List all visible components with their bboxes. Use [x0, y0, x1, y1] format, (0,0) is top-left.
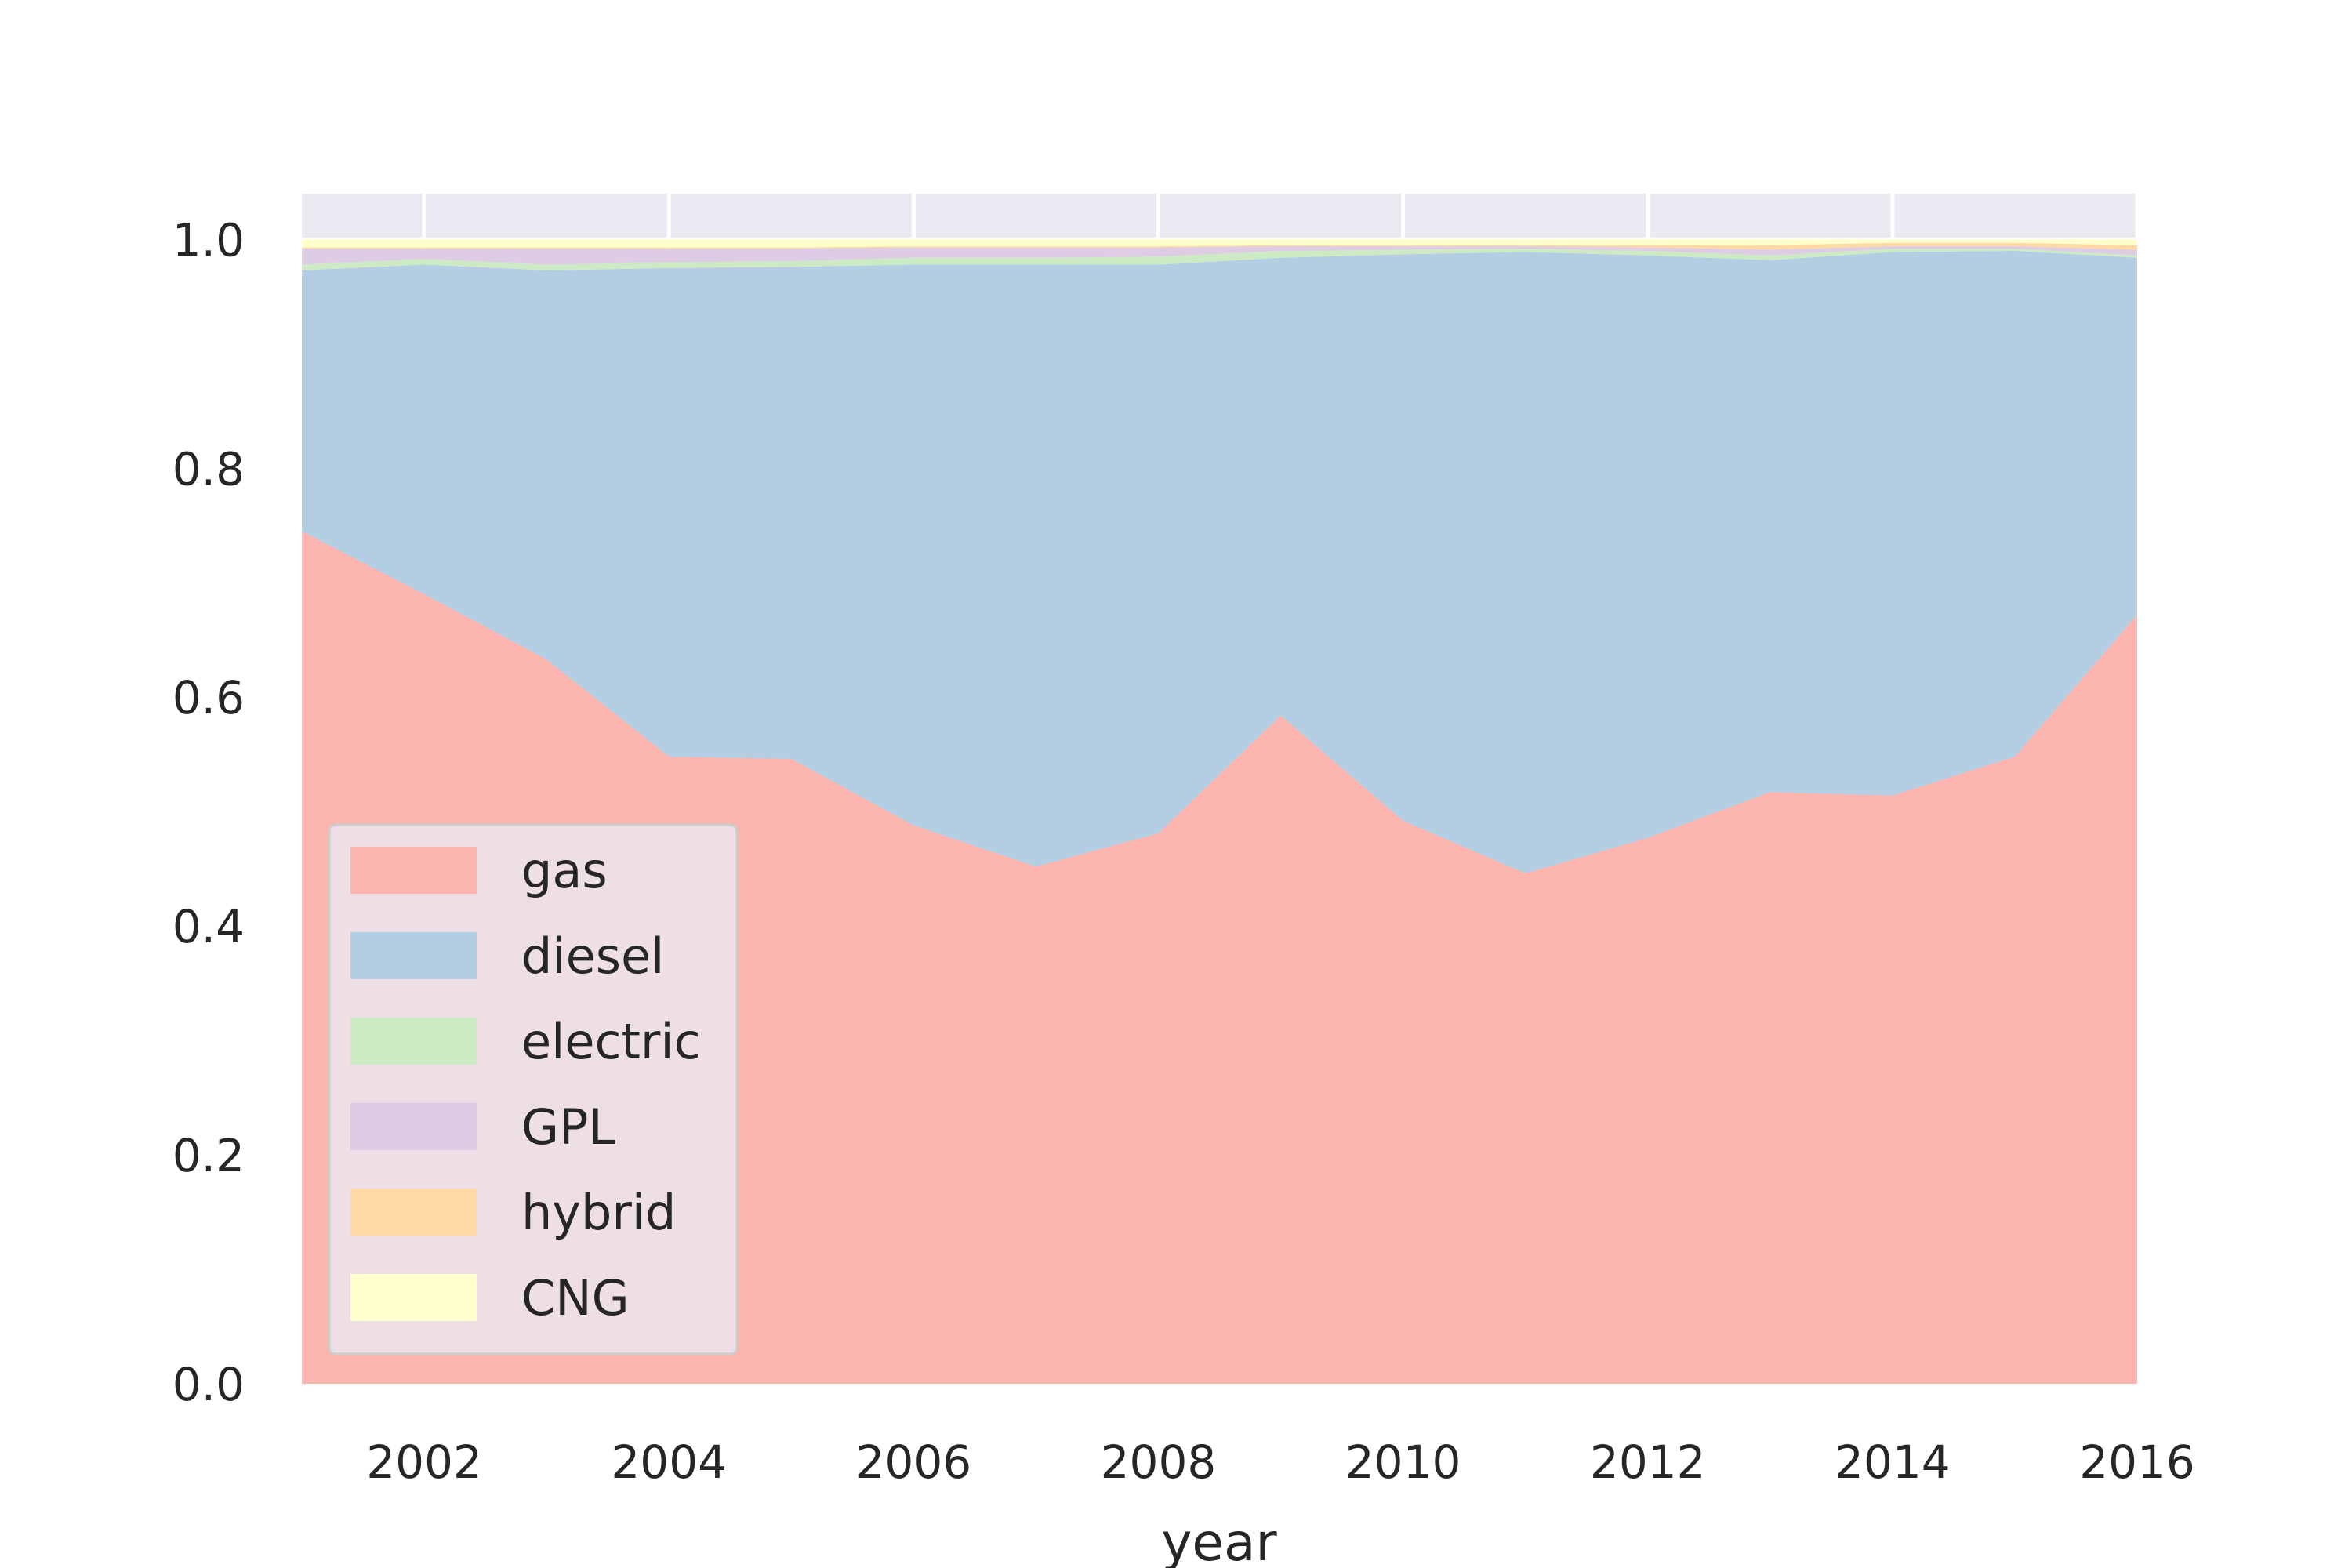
legend-swatch-hybrid — [350, 1189, 477, 1236]
x-tick-label: 2006 — [856, 1436, 972, 1489]
area-cng — [302, 239, 2137, 248]
legend-label-hybrid: hybrid — [521, 1184, 676, 1241]
legend-swatch-cng — [350, 1274, 477, 1321]
legend-swatch-gpl — [350, 1103, 477, 1150]
legend-label-electric: electric — [521, 1013, 701, 1070]
legend: gas diesel electric GPL hybrid CNG — [328, 823, 739, 1356]
y-tick-label: 0.0 — [172, 1358, 245, 1411]
legend-swatch-gas — [350, 847, 477, 894]
x-tick-label: 2014 — [1835, 1436, 1951, 1489]
legend-label-cng: CNG — [521, 1269, 630, 1327]
legend-label-gas: gas — [521, 842, 608, 899]
x-tick-label: 2004 — [611, 1436, 727, 1489]
y-tick-label: 0.6 — [172, 671, 245, 724]
x-tick-label: 2016 — [2079, 1436, 2195, 1489]
x-tick-label: 2002 — [366, 1436, 482, 1489]
area-gas — [302, 531, 2137, 1384]
legend-label-gpl: GPL — [521, 1098, 615, 1156]
legend-label-diesel: diesel — [521, 927, 664, 985]
y-tick-label: 0.4 — [172, 900, 245, 953]
x-axis-title: year — [1161, 1512, 1277, 1568]
area-hybrid — [302, 242, 2137, 250]
x-tick-label: 2010 — [1345, 1436, 1461, 1489]
x-tick-label: 2008 — [1101, 1436, 1217, 1489]
y-tick-labels: 0.0 0.2 0.4 0.6 0.8 1.0 — [172, 213, 245, 1411]
legend-swatch-electric — [350, 1018, 477, 1065]
area-diesel — [302, 251, 2137, 873]
x-tick-labels: 2002 2004 2006 2008 2010 2012 2014 2016 — [366, 1436, 2195, 1489]
area-gpl — [302, 246, 2137, 265]
area-electric — [302, 249, 2137, 270]
legend-swatch-diesel — [350, 932, 477, 979]
y-tick-label: 0.8 — [172, 442, 245, 495]
y-tick-label: 0.2 — [172, 1129, 245, 1182]
x-tick-label: 2012 — [1590, 1436, 1706, 1489]
area-series — [302, 239, 2137, 1384]
y-tick-label: 1.0 — [172, 213, 245, 267]
